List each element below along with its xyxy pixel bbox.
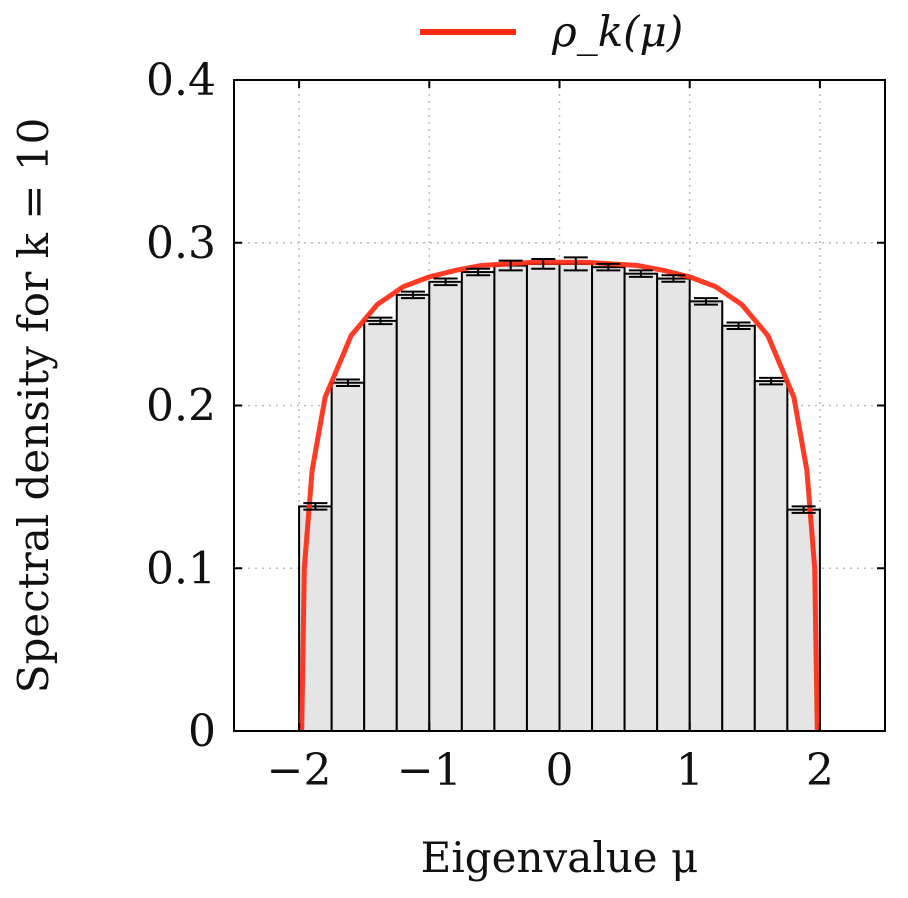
error-bar [433,277,458,287]
y-tick-label: 0.4 [146,55,216,106]
error-bar [531,258,556,270]
error-bar [726,321,751,331]
error-bar [368,316,393,326]
error-bar [466,267,491,277]
y-tick-label: 0.2 [146,381,216,432]
histogram-bar [753,380,789,732]
legend: ρ_k(μ) [420,7,683,56]
error-bar [759,376,784,386]
y-axis-label: Spectral density for k = 10 [9,118,58,694]
error-bar [791,505,816,514]
y-tick-label: 0.1 [146,543,216,594]
histogram-bar [330,381,366,732]
error-bar [628,269,653,278]
legend-label: ρ_k(μ) [551,7,683,56]
y-tick-label: 0.3 [146,218,216,269]
histogram-bar [525,262,561,732]
histogram-bar [460,271,496,732]
x-tick-label: 2 [806,745,834,796]
error-bar [303,502,328,511]
axis-ticks: −2 −1 0 1 2 0 0.1 0.2 0.3 0.4 [146,55,885,796]
x-axis-label: Eigenvalue μ [421,833,699,882]
histogram-bar [623,272,659,732]
error-bar [401,290,426,300]
histogram-bars [298,262,821,732]
x-tick-label: 1 [676,745,704,796]
error-bar [498,259,523,272]
histogram-bar [363,319,398,732]
x-tick-label: 0 [546,745,574,796]
density-curve [299,259,820,732]
error-bar [596,262,621,272]
histogram-bar [493,264,528,732]
histogram-bar [591,266,626,732]
histogram-bar [395,293,431,732]
histogram-bar [721,324,756,732]
x-tick-label: −1 [397,745,462,796]
histogram-bar [428,280,463,732]
x-tick-label: −2 [267,745,332,796]
error-bar [335,378,360,387]
y-tick-label: 0 [188,706,216,757]
histogram-bar [656,277,691,732]
error-bars [303,256,816,514]
error-bar [661,274,686,283]
histogram-bar [688,300,724,732]
error-bar [563,256,588,272]
error-bar [693,297,718,306]
density-curve-layer [299,259,820,732]
histogram-bar [558,262,594,732]
